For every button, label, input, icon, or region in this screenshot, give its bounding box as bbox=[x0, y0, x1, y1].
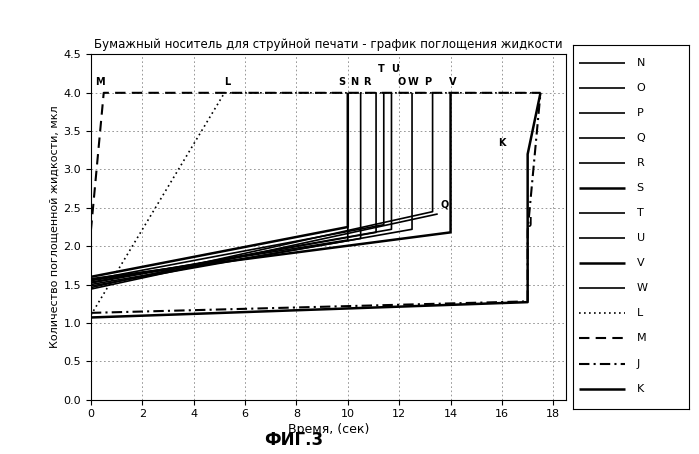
Text: W: W bbox=[637, 283, 647, 293]
Text: O: O bbox=[398, 77, 406, 87]
X-axis label: Время, (сек): Время, (сек) bbox=[288, 424, 369, 436]
Y-axis label: Количество поглощенной жидкости, мкл: Количество поглощенной жидкости, мкл bbox=[49, 106, 59, 348]
Text: L: L bbox=[224, 77, 230, 87]
Text: V: V bbox=[637, 258, 644, 268]
Text: P: P bbox=[424, 77, 431, 87]
Text: K: K bbox=[498, 138, 505, 148]
Text: J: J bbox=[637, 359, 640, 369]
Text: W: W bbox=[408, 77, 419, 87]
Text: ФИГ.3: ФИГ.3 bbox=[264, 431, 323, 449]
Text: N: N bbox=[350, 77, 359, 87]
Text: M: M bbox=[95, 77, 105, 87]
Text: M: M bbox=[637, 334, 647, 344]
Title: Бумажный носитель для струйной печати - график поглощения жидкости: Бумажный носитель для струйной печати - … bbox=[94, 38, 563, 50]
Text: J: J bbox=[528, 217, 532, 227]
Text: R: R bbox=[637, 158, 644, 168]
Text: T: T bbox=[637, 208, 643, 218]
Text: Q: Q bbox=[637, 133, 645, 143]
Text: U: U bbox=[391, 64, 399, 74]
Text: V: V bbox=[449, 77, 457, 87]
Text: K: K bbox=[637, 384, 644, 394]
Text: O: O bbox=[637, 83, 645, 93]
Text: S: S bbox=[637, 183, 644, 193]
Text: U: U bbox=[637, 233, 644, 243]
Text: Q: Q bbox=[440, 199, 448, 209]
Text: L: L bbox=[637, 308, 643, 318]
Text: S: S bbox=[338, 77, 345, 87]
Text: T: T bbox=[378, 64, 384, 74]
Text: P: P bbox=[637, 108, 643, 118]
Text: R: R bbox=[363, 77, 370, 87]
Text: N: N bbox=[637, 58, 645, 68]
